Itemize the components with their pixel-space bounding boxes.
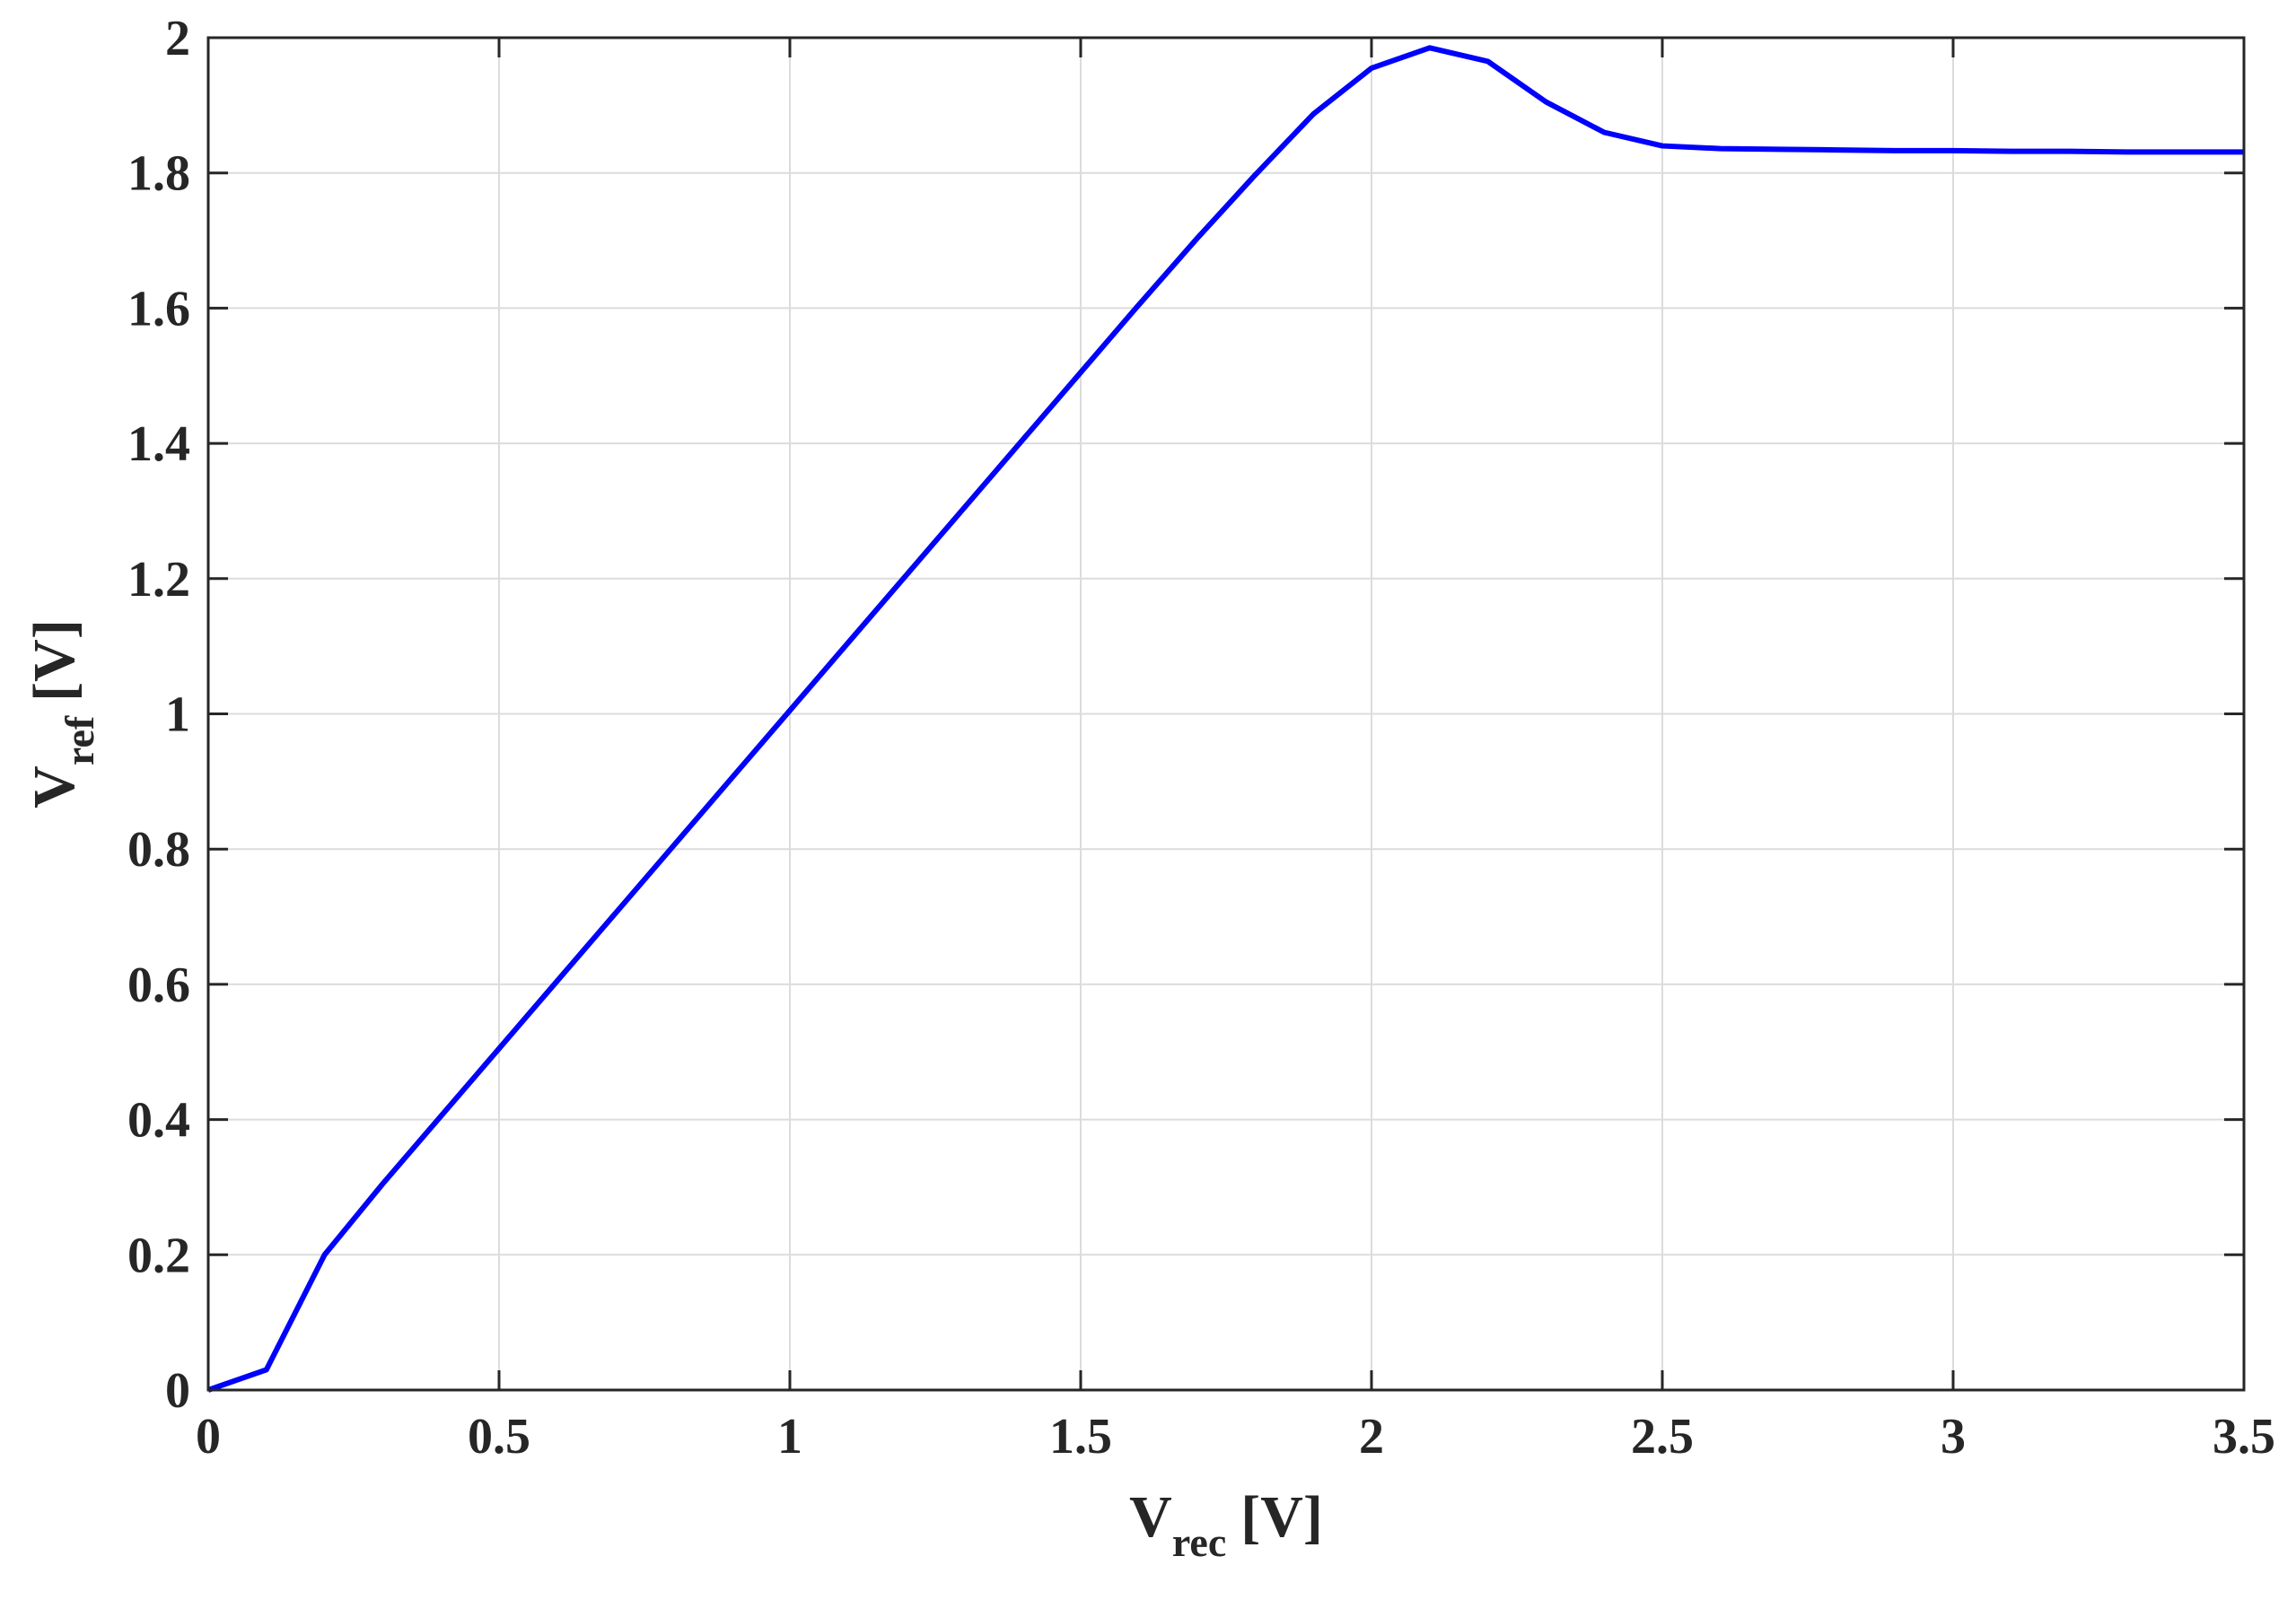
y-tick-label: 1.8 (127, 146, 190, 202)
x-axis-label-main: V (1129, 1484, 1172, 1550)
x-tick-label: 3 (1941, 1409, 1966, 1464)
y-tick-label: 1 (165, 687, 190, 743)
y-tick-label: 2 (165, 11, 190, 66)
y-axis-label-unit: [V] (22, 619, 87, 702)
y-tick-label: 0 (165, 1363, 190, 1419)
y-tick-label: 0.6 (127, 957, 190, 1013)
y-tick-label: 0.2 (127, 1228, 190, 1283)
data-line (207, 45, 2244, 1393)
x-axis-label-sub: rec (1172, 1519, 1226, 1565)
y-axis-label-main: V (22, 765, 87, 809)
y-axis-label-sub: ref (57, 715, 102, 765)
y-tick-label: 0.4 (127, 1093, 190, 1149)
y-tick-label: 0.8 (127, 822, 190, 878)
x-tick-label: 2.5 (1631, 1409, 1694, 1464)
y-tick-label: 1.2 (127, 552, 190, 608)
y-tick-label: 1.4 (127, 416, 190, 472)
x-tick-label: 0 (196, 1409, 221, 1464)
x-axis-label-unit: [V] (1240, 1484, 1323, 1550)
x-tick-label: 3.5 (2213, 1409, 2275, 1464)
x-tick-label: 1 (777, 1409, 802, 1464)
y-axis-label: Vref [V] (22, 619, 102, 809)
x-axis-label: Vrec [V] (1129, 1484, 1323, 1565)
x-tick-label: 1.5 (1049, 1409, 1112, 1464)
y-tick-label: 1.6 (127, 281, 190, 337)
x-tick-label: 2 (1359, 1409, 1384, 1464)
x-tick-label: 0.5 (468, 1409, 530, 1464)
